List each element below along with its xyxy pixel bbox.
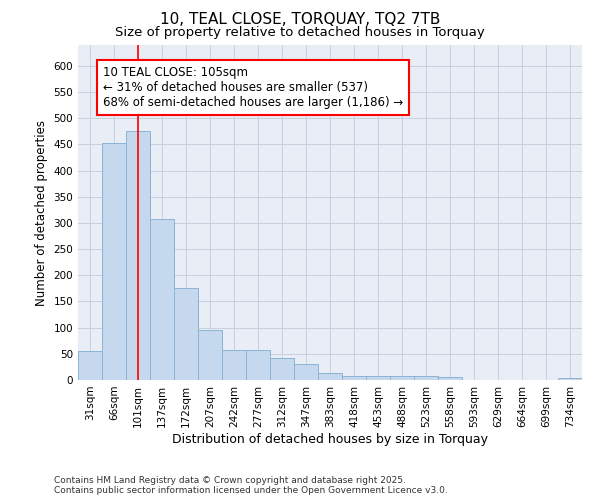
Bar — [246, 350, 270, 380]
Bar — [366, 376, 390, 380]
Bar — [318, 372, 342, 380]
Bar — [558, 378, 582, 380]
Text: 10 TEAL CLOSE: 105sqm
← 31% of detached houses are smaller (537)
68% of semi-det: 10 TEAL CLOSE: 105sqm ← 31% of detached … — [103, 66, 403, 109]
Bar — [126, 132, 150, 380]
Text: Size of property relative to detached houses in Torquay: Size of property relative to detached ho… — [115, 26, 485, 39]
Bar — [222, 350, 246, 380]
Bar — [174, 288, 198, 380]
Bar — [150, 219, 174, 380]
Bar — [294, 364, 318, 380]
Text: 10, TEAL CLOSE, TORQUAY, TQ2 7TB: 10, TEAL CLOSE, TORQUAY, TQ2 7TB — [160, 12, 440, 28]
Bar — [270, 358, 294, 380]
X-axis label: Distribution of detached houses by size in Torquay: Distribution of detached houses by size … — [172, 432, 488, 446]
Bar — [438, 377, 462, 380]
Y-axis label: Number of detached properties: Number of detached properties — [35, 120, 48, 306]
Bar — [414, 376, 438, 380]
Bar — [390, 376, 414, 380]
Bar — [78, 351, 102, 380]
Bar — [342, 376, 366, 380]
Bar — [198, 330, 222, 380]
Text: Contains HM Land Registry data © Crown copyright and database right 2025.
Contai: Contains HM Land Registry data © Crown c… — [54, 476, 448, 495]
Bar — [102, 143, 126, 380]
